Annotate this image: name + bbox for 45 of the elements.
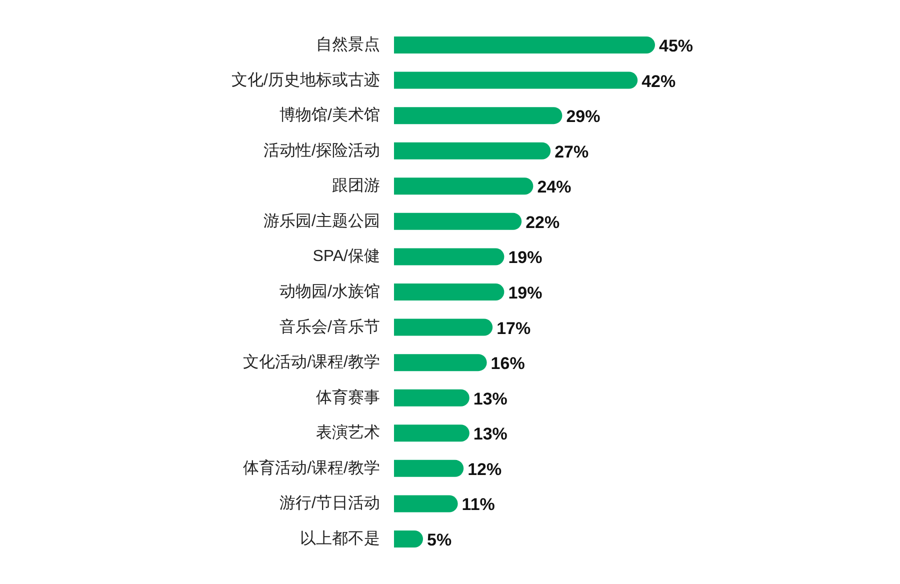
data-label: 16% (490, 354, 525, 374)
y-tick-label: 表演艺术 (316, 424, 380, 442)
y-tick-label: 文化活动/课程/教学 (243, 353, 380, 372)
bar (394, 248, 504, 266)
data-label: 13% (473, 424, 508, 444)
data-label: 19% (508, 248, 542, 268)
data-label: 24% (537, 178, 572, 197)
bar (394, 460, 464, 477)
data-label: 11% (462, 495, 495, 514)
bar (394, 107, 562, 124)
y-tick-label: 体育赛事 (316, 388, 380, 406)
bar (394, 354, 487, 372)
bar (394, 36, 655, 54)
data-label: 22% (526, 212, 560, 232)
bar (394, 389, 470, 406)
bar (394, 495, 458, 512)
data-label: 17% (496, 318, 531, 338)
y-tick-label: 游乐园/主题公园 (264, 212, 380, 230)
bar (394, 318, 493, 336)
bar (394, 212, 522, 230)
y-tick-label: 游行/节日活动 (280, 494, 380, 512)
data-label: 45% (659, 36, 694, 56)
data-label: 29% (566, 107, 600, 126)
y-tick-label: 体育活动/课程/教学 (243, 458, 380, 477)
data-label: 27% (554, 142, 589, 162)
bar (394, 142, 551, 160)
bar (394, 284, 504, 300)
data-label: 13% (473, 389, 508, 408)
bar (394, 424, 470, 442)
data-label: 5% (427, 530, 452, 550)
y-tick-label: SPA/保健 (312, 248, 380, 266)
data-label: 42% (642, 72, 676, 91)
data-label: 19% (508, 284, 542, 302)
bar (394, 530, 423, 548)
y-tick-label: 动物园/水族馆 (280, 282, 380, 300)
y-tick-label: 博物馆/美术馆 (280, 106, 380, 124)
data-label: 12% (468, 460, 502, 479)
bar (394, 178, 534, 195)
y-tick-label: 文化/历史地标或古迹 (232, 70, 380, 89)
y-tick-label: 跟团游 (332, 178, 380, 195)
y-tick-label: 自然景点 (316, 36, 380, 54)
y-tick-label: 活动性/探险活动 (264, 142, 380, 160)
y-tick-label: 以上都不是 (300, 530, 380, 548)
bar (394, 72, 638, 89)
y-tick-label: 音乐会/音乐节 (280, 318, 380, 336)
